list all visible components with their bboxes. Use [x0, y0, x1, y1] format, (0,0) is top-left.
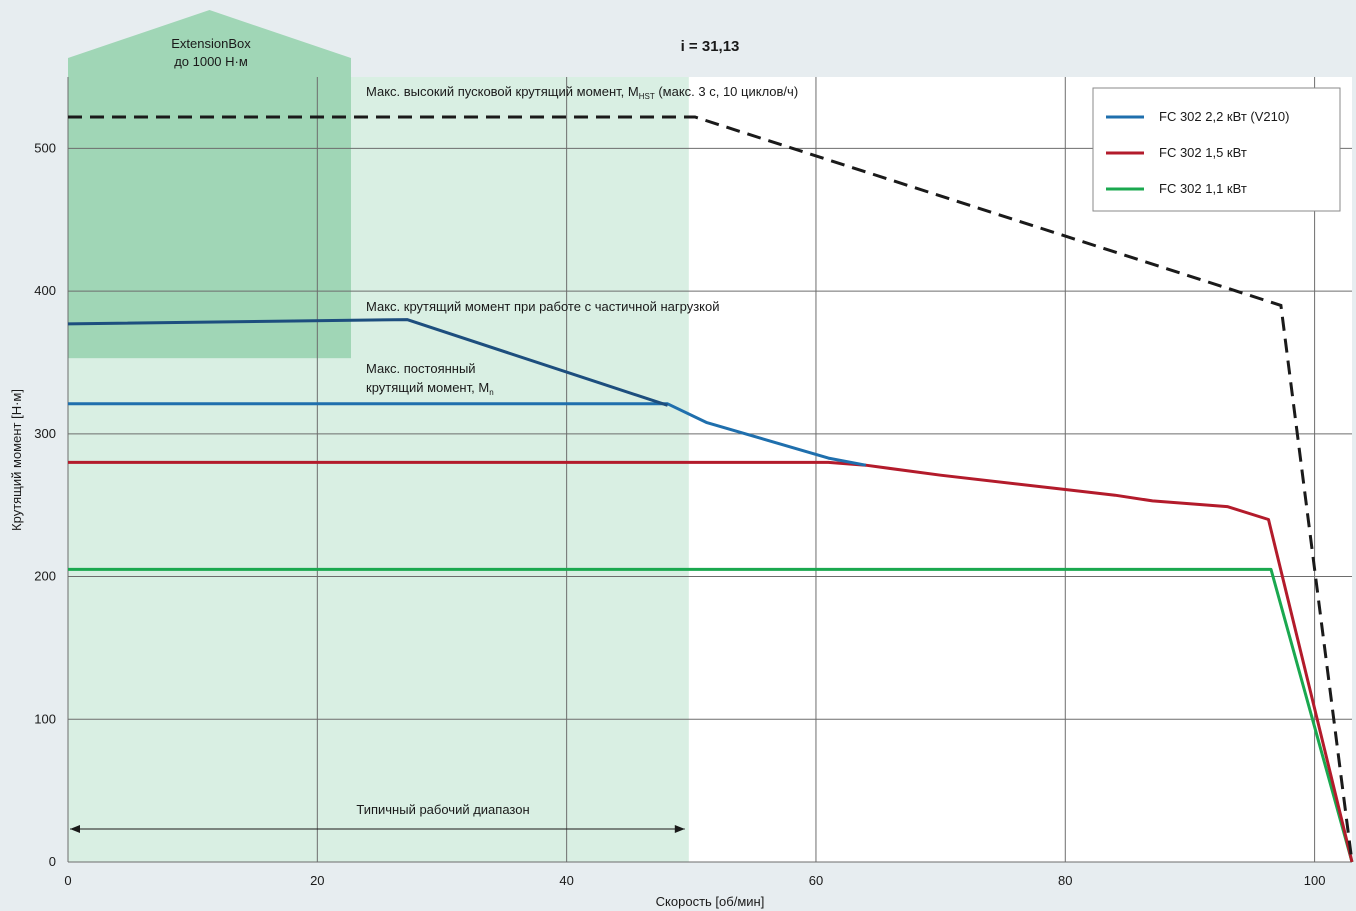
y-tick-label: 200	[34, 569, 56, 584]
hst-annotation: Макс. высокий пусковой крутящий момент, …	[366, 84, 798, 101]
extension-box-region	[68, 77, 351, 359]
extension-box-label-line2: до 1000 Н·м	[174, 54, 248, 69]
legend-label: FC 302 1,1 кВт	[1159, 181, 1247, 196]
legend-label: FC 302 2,2 кВт (V210)	[1159, 109, 1289, 124]
y-tick-label: 300	[34, 426, 56, 441]
x-tick-label: 20	[310, 873, 324, 888]
typical-range-label: Типичный рабочий диапазон	[356, 802, 529, 817]
legend-label: FC 302 1,5 кВт	[1159, 145, 1247, 160]
series-line-v210	[68, 402, 867, 467]
hst-suffix: (макс. 3 с, 10 циклов/ч)	[655, 84, 798, 99]
extension-box-label-line1: ExtensionBox	[171, 36, 251, 51]
chart-title: i = 31,13	[681, 38, 740, 55]
range-arrow-head-right	[674, 825, 685, 833]
hst-subscript: HST	[639, 92, 655, 101]
partial-load-annotation: Макс. крутящий момент при работе с части…	[366, 299, 720, 314]
constant-torque-annotation-line1: Макс. постоянный	[366, 361, 476, 376]
hst-line	[68, 115, 1354, 863]
series-layer	[67, 115, 1354, 863]
y-axis-label: Крутящий момент [Н·м]	[9, 389, 24, 531]
x-tick-label: 40	[559, 873, 573, 888]
series-line-1-1kw	[68, 567, 1354, 863]
partial-load-line	[67, 318, 669, 407]
x-axis-label: Скорость [об/мин]	[656, 894, 765, 909]
shaded-regions	[68, 10, 689, 862]
constant-torque-annotation-line2: крутящий момент, Mn	[366, 380, 494, 397]
x-tick-label: 80	[1058, 873, 1072, 888]
grid-lines	[67, 77, 1352, 863]
range-arrow-head-left	[70, 825, 80, 833]
legend: FC 302 2,2 кВт (V210) FC 302 1,5 кВт FC 30…	[1092, 87, 1341, 212]
y-tick-label: 400	[34, 283, 56, 298]
typical-range-arrow	[70, 825, 685, 833]
y-tick-label: 0	[49, 854, 56, 869]
x-tick-label: 0	[64, 873, 71, 888]
extension-box-arrow	[68, 10, 351, 77]
axis-ticks: 0 100 200 300 400 500 0 20 40 60 80 100	[34, 140, 1325, 888]
y-tick-label: 100	[34, 711, 56, 726]
y-tick-label: 500	[34, 140, 56, 155]
constant-torque-subscript: n	[489, 388, 493, 397]
constant-torque-label: крутящий момент, M	[366, 380, 489, 395]
x-tick-label: 60	[809, 873, 823, 888]
x-tick-label: 100	[1304, 873, 1326, 888]
hst-label: Макс. высокий пусковой крутящий момент, …	[366, 84, 639, 99]
